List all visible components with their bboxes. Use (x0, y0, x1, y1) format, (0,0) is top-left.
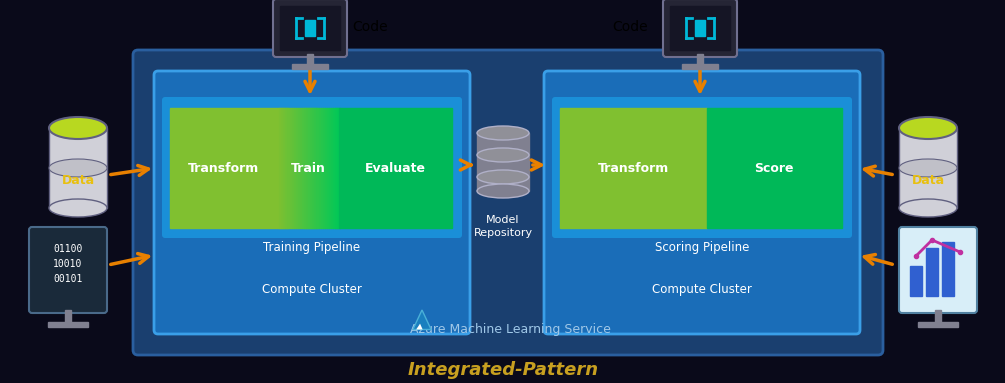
Bar (170, 108, 277, 228)
Ellipse shape (899, 117, 957, 139)
Text: Model
Repository: Model Repository (473, 215, 533, 238)
Bar (926, 248, 938, 296)
FancyBboxPatch shape (273, 0, 347, 57)
Ellipse shape (49, 159, 107, 177)
Bar (305, 108, 307, 228)
Bar (340, 108, 452, 228)
Bar (477, 133, 529, 155)
Bar (280, 6, 340, 50)
Bar (670, 6, 730, 50)
FancyBboxPatch shape (899, 227, 977, 313)
Ellipse shape (477, 184, 529, 198)
Text: 01100
10010
00101: 01100 10010 00101 (53, 244, 82, 284)
FancyBboxPatch shape (663, 0, 737, 57)
Bar (335, 108, 338, 228)
FancyBboxPatch shape (162, 97, 462, 238)
FancyBboxPatch shape (133, 50, 883, 355)
Bar (307, 54, 313, 64)
Text: Evaluate: Evaluate (365, 162, 426, 175)
FancyBboxPatch shape (154, 71, 470, 334)
Bar (707, 108, 842, 228)
Ellipse shape (899, 199, 957, 217)
Bar (315, 108, 317, 228)
Bar (48, 322, 88, 327)
Bar (293, 108, 296, 228)
Bar (297, 108, 300, 228)
Text: Training Pipeline: Training Pipeline (263, 242, 361, 254)
Bar (477, 177, 529, 191)
Bar (910, 266, 922, 296)
Text: Score: Score (755, 162, 794, 175)
Text: Transform: Transform (188, 162, 259, 175)
Bar (695, 20, 705, 36)
Text: Azure Machine Learning Service: Azure Machine Learning Service (410, 324, 610, 337)
Bar (477, 155, 529, 177)
Bar (295, 108, 298, 228)
Bar (317, 108, 319, 228)
Text: Compute Cluster: Compute Cluster (262, 283, 362, 296)
Ellipse shape (49, 117, 107, 139)
Bar (302, 108, 305, 228)
FancyBboxPatch shape (552, 97, 852, 238)
Bar (299, 108, 303, 228)
Bar (307, 108, 309, 228)
Text: Data: Data (61, 173, 94, 187)
Ellipse shape (477, 170, 529, 184)
Bar (311, 108, 313, 228)
Ellipse shape (477, 126, 529, 140)
Bar (281, 108, 283, 228)
Bar (313, 108, 315, 228)
Bar (918, 322, 958, 327)
Bar (935, 310, 941, 322)
Bar (329, 108, 332, 228)
Text: Data: Data (912, 173, 945, 187)
Bar (560, 108, 707, 228)
Bar (287, 108, 290, 228)
Text: Compute Cluster: Compute Cluster (652, 283, 752, 296)
FancyBboxPatch shape (544, 71, 860, 334)
Text: Code: Code (612, 20, 648, 34)
Bar (327, 108, 330, 228)
Bar (682, 64, 718, 69)
Bar (309, 108, 311, 228)
Bar (279, 108, 281, 228)
Text: Code: Code (352, 20, 388, 34)
Bar (305, 20, 315, 36)
Bar (325, 108, 328, 228)
Text: Integrated-Pattern: Integrated-Pattern (407, 361, 599, 379)
Bar (285, 108, 288, 228)
Polygon shape (413, 310, 431, 329)
Bar (49, 128, 107, 208)
Bar (65, 310, 71, 322)
Bar (331, 108, 334, 228)
Bar (899, 128, 957, 208)
Bar (337, 108, 340, 228)
Bar (277, 108, 279, 228)
Text: Scoring Pipeline: Scoring Pipeline (655, 242, 749, 254)
Polygon shape (416, 324, 423, 329)
Text: Transform: Transform (598, 162, 669, 175)
FancyBboxPatch shape (29, 227, 107, 313)
Bar (323, 108, 326, 228)
Bar (319, 108, 321, 228)
Bar (292, 64, 328, 69)
Bar (942, 242, 954, 296)
Bar (291, 108, 294, 228)
Bar (697, 54, 703, 64)
Bar (333, 108, 336, 228)
Text: Train: Train (290, 162, 326, 175)
Bar (289, 108, 292, 228)
Bar (321, 108, 324, 228)
Ellipse shape (899, 159, 957, 177)
Bar (283, 108, 286, 228)
Ellipse shape (49, 199, 107, 217)
Ellipse shape (477, 148, 529, 162)
